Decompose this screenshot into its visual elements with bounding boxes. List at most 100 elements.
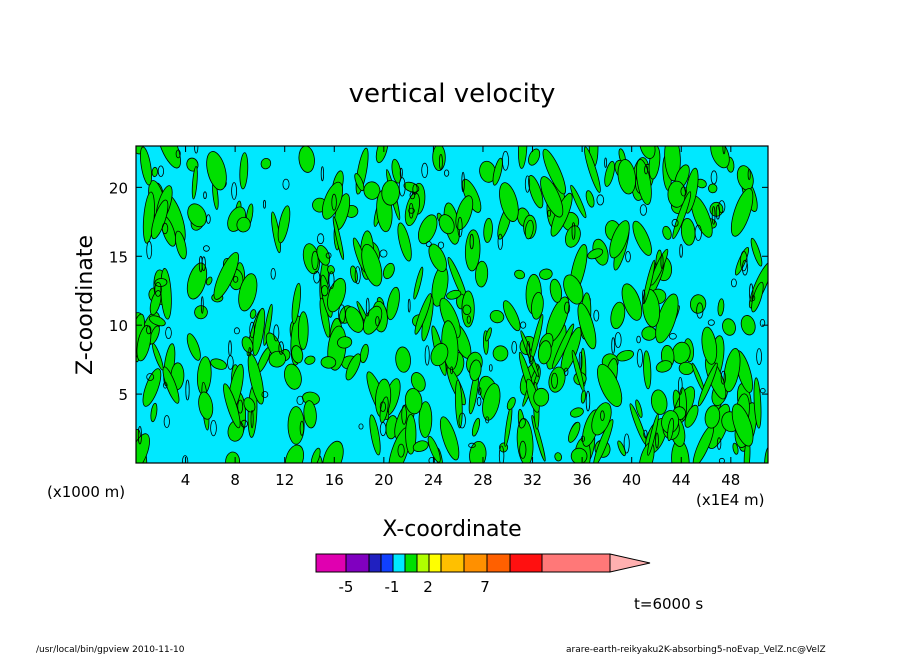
contour-blob [291, 282, 301, 324]
contour-line [644, 165, 648, 175]
contour-line [696, 302, 704, 319]
contour-line [282, 178, 290, 190]
contour-line [498, 445, 505, 463]
contour-blob [732, 442, 739, 455]
contour-blob [684, 404, 699, 428]
contour-blob [462, 304, 472, 315]
contour-line [643, 429, 648, 438]
contour-blob [591, 402, 612, 436]
colorbar-labels: -5 -1 2 7 [339, 578, 490, 596]
contour-blob [298, 146, 315, 173]
colorbar-segment [541, 553, 611, 573]
contour-line [526, 341, 531, 356]
contour-line [639, 204, 648, 216]
contour-line [596, 194, 605, 206]
contour-blob [410, 372, 426, 392]
contour-line [365, 297, 370, 317]
contour-line [425, 241, 432, 248]
contour-line [710, 170, 718, 185]
contour-line [206, 214, 211, 224]
contour-line [311, 250, 319, 271]
contour-blob [617, 159, 637, 195]
y-axis-label: Z-coordinate [73, 235, 98, 375]
colorbar-segment [440, 553, 465, 573]
contour-blob [531, 291, 544, 320]
contour-blob [404, 388, 423, 415]
contour-line [669, 332, 677, 340]
contour-blob [471, 417, 481, 437]
contour-line [614, 332, 622, 348]
footer-right: arare-earth-reikyaku2K-absorbing5-noEvap… [566, 645, 826, 654]
x-tick-label: 16 [325, 471, 344, 489]
contour-line [519, 321, 527, 329]
contour-blob [537, 340, 552, 365]
contour-line [232, 275, 239, 283]
contour-blob [205, 276, 213, 286]
contour-blob [427, 435, 441, 463]
contour-blob [518, 146, 528, 169]
contour-line [564, 301, 571, 314]
x-tick-label: 24 [424, 471, 443, 489]
contour-line [524, 175, 531, 193]
contour-line [450, 366, 454, 375]
contour-blob [539, 268, 553, 280]
contour-blob [454, 379, 463, 429]
contour-line [320, 166, 324, 182]
contour-blob [730, 188, 754, 237]
contour-blob [455, 195, 474, 231]
contour-line [185, 379, 190, 401]
contour-line [163, 415, 170, 428]
contour-blob [405, 413, 417, 455]
contour-line [375, 316, 380, 327]
contour-blob [297, 311, 309, 350]
contour-blob [528, 175, 544, 209]
contour-blob [635, 399, 643, 418]
contour-line [741, 259, 749, 276]
contour-blob [499, 182, 519, 222]
contour-blob [291, 345, 304, 364]
contour-blob [413, 266, 424, 300]
contour-blob [704, 405, 721, 429]
contour-line [547, 209, 551, 217]
x-unit-right: (x1E4 m) [696, 491, 765, 509]
contour-blob [643, 350, 652, 390]
contour-blob [321, 181, 344, 220]
contour-line [398, 177, 406, 197]
contour-line [716, 437, 722, 450]
contour-blob [597, 363, 623, 407]
contour-blob [593, 419, 614, 463]
contour-line [154, 281, 162, 297]
contour-line [501, 150, 509, 171]
contour-line [203, 191, 207, 200]
contour-line [759, 388, 766, 394]
contour-line [313, 270, 321, 284]
contour-blob [734, 246, 750, 276]
x-tick-label: 8 [230, 471, 240, 489]
contour-line [571, 222, 576, 240]
contour-blob [213, 251, 240, 300]
contour-blob [140, 146, 152, 186]
contour-line [720, 370, 726, 385]
contour-line [437, 241, 445, 249]
contour-blob [361, 244, 383, 287]
contour-blob [518, 418, 526, 429]
contour-line [273, 324, 280, 342]
contour-line [563, 367, 569, 376]
contour-blob [206, 151, 227, 191]
contour-blob [249, 309, 257, 319]
contour-line [457, 216, 463, 238]
contour-blob [439, 416, 460, 461]
contour-blob [320, 356, 337, 369]
contour-blob [701, 326, 718, 365]
contour-blob [542, 148, 566, 195]
contour-line [165, 326, 172, 339]
contour-blob [150, 402, 158, 423]
contour-line [707, 319, 715, 326]
contour-line [671, 218, 679, 227]
x-tick-label: 40 [622, 471, 641, 489]
contour-line [469, 233, 474, 250]
contour-blob [540, 176, 564, 218]
contour-blob [616, 349, 634, 362]
contour-line [412, 183, 418, 195]
contour-line [740, 250, 748, 272]
